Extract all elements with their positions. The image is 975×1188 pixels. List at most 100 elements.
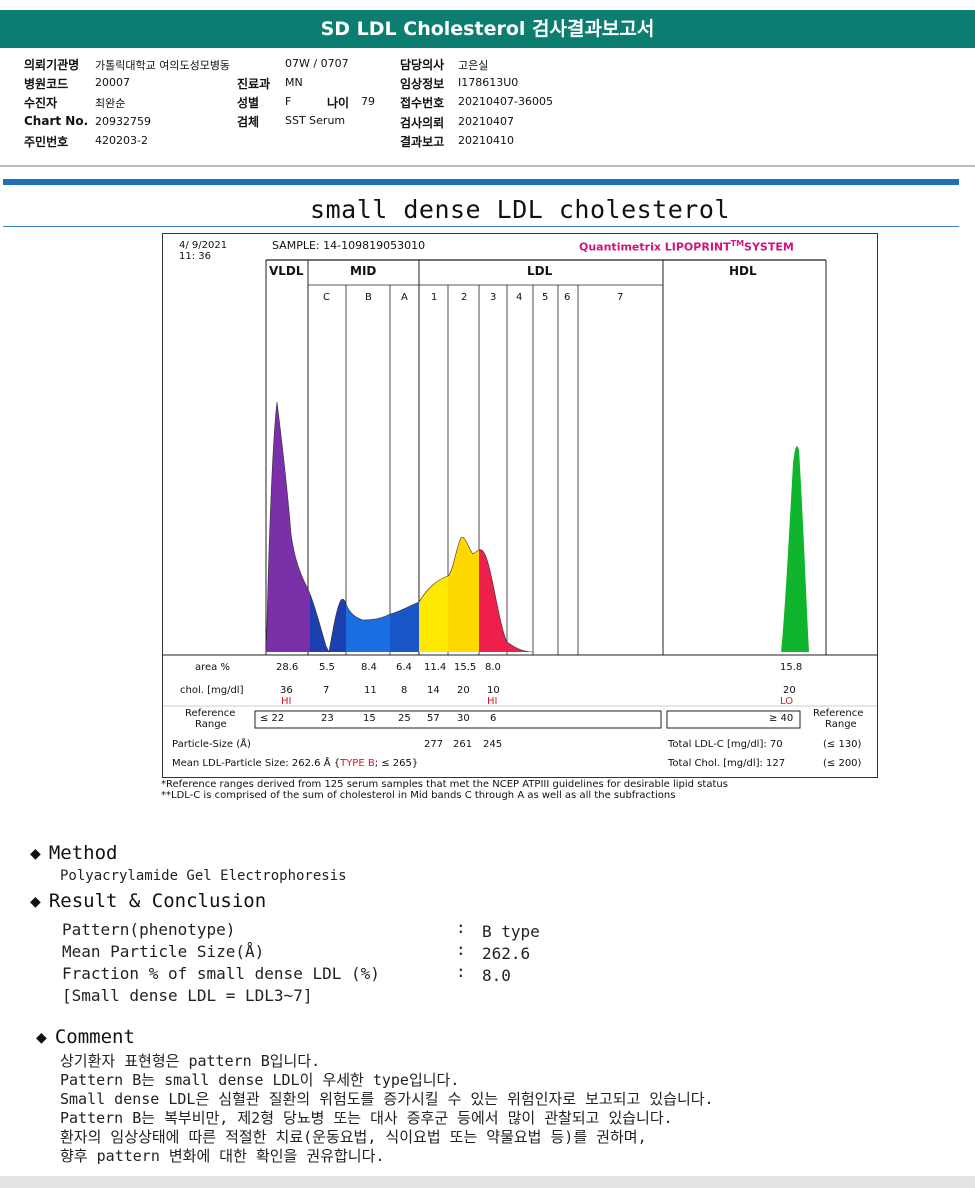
result-heading: ◆ Result & Conclusion: [30, 890, 267, 912]
result-label-fraction: Fraction % of small dense LDL (%): [62, 964, 380, 983]
result-date-value: 20210410: [458, 134, 514, 147]
id-label: 주민번호: [24, 135, 69, 149]
clinical-value: I178613U0: [458, 76, 519, 89]
band-b: B: [365, 292, 372, 303]
result-label-size: Mean Particle Size(Å): [62, 942, 265, 961]
diamond-icon: ◆: [36, 1027, 47, 1048]
band-c: C: [323, 292, 330, 303]
chol-label: chol. [mg/dl]: [180, 685, 244, 696]
total-ldl-ref: (≤ 130): [823, 739, 862, 750]
ref-value: 30: [457, 713, 470, 724]
chol-value: 8: [401, 685, 408, 696]
report-title: small dense LDL cholesterol: [310, 195, 730, 224]
mid-a-peak: [390, 602, 419, 652]
band-1: 1: [431, 292, 438, 303]
chart-value: 20932759: [95, 115, 151, 128]
brand-name: Quantimetrix LIPOPRINTTMSYSTEM: [579, 239, 794, 254]
band-5: 5: [542, 292, 549, 303]
mean-size: Mean LDL-Particle Size: 262.6 Å {TYPE B;…: [172, 758, 419, 769]
hospital-code-label: 병원코드: [24, 77, 69, 91]
chol-hdl-value: 20: [783, 685, 796, 696]
dept-label: 진료과: [237, 77, 271, 91]
report-header-title: SD LDL Cholesterol 검사결과보고서: [0, 10, 975, 48]
sex-value: F: [285, 95, 292, 108]
result-colon: :: [456, 940, 466, 959]
ref-hdl-value: ≥ 40: [769, 713, 794, 724]
org-value: 가톨릭대학교 여의도성모병동: [95, 59, 231, 72]
specimen-label: 검체: [237, 115, 260, 129]
ref-right-1: Reference: [813, 708, 864, 719]
group-ldl: LDL: [527, 264, 553, 278]
vldl-peak: [266, 402, 310, 652]
comment-line: Small dense LDL은 심혈관 질환의 위험도를 증가시킬 수 있는 …: [60, 1090, 714, 1108]
hospital-code-value: 20007: [95, 76, 130, 89]
sex-label: 성별: [237, 96, 260, 110]
area-value: 15.5: [454, 662, 477, 673]
dept-value: MN: [285, 76, 303, 89]
receipt-label: 접수번호: [400, 96, 445, 110]
ref-value: ≤ 22: [260, 713, 285, 724]
ldl3-peak: [479, 549, 507, 652]
ref-label-1: Reference: [185, 708, 236, 719]
chol-value: 10: [487, 685, 500, 696]
patient-label: 수진자: [24, 96, 58, 110]
area-value: 6.4: [396, 662, 412, 673]
ldl1-peak: [419, 576, 448, 652]
flag-lo-hdl: LO: [780, 696, 794, 707]
area-value: 5.5: [319, 662, 335, 673]
comment-heading: ◆ Comment: [36, 1026, 135, 1048]
area-value: 11.4: [424, 662, 447, 673]
area-value: 8.0: [485, 662, 501, 673]
result-footnote: [Small dense LDL = LDL3~7]: [62, 986, 313, 1005]
result-value-pattern: B type: [482, 922, 540, 941]
method-text: Polyacrylamide Gel Electrophoresis: [60, 868, 347, 884]
band-2: 2: [461, 292, 468, 303]
particle-value: 277: [424, 739, 444, 750]
ref-value: 25: [398, 713, 411, 724]
ldl2-peak: [448, 537, 479, 652]
ref-label-2: Range: [195, 719, 227, 730]
total-ldl-label: Total LDL-C [mg/dl]: 70: [668, 739, 783, 750]
bottom-strip: [0, 1176, 975, 1188]
ref-value: 6: [490, 713, 497, 724]
total-chol-ref: (≤ 200): [823, 758, 862, 769]
chol-value: 11: [364, 685, 377, 696]
request-value: 20210407: [458, 115, 514, 128]
patient-value: 최완순: [95, 97, 126, 110]
group-mid: MID: [350, 264, 377, 278]
result-colon: :: [456, 962, 466, 981]
total-chol-label: Total Chol. [mg/dl]: 127: [668, 758, 786, 769]
mid-c-peak-2: [329, 599, 346, 652]
request-label: 검사의뢰: [400, 116, 445, 130]
diamond-icon: ◆: [30, 843, 41, 864]
age-value: 79: [361, 95, 375, 108]
id-value: 420203-2: [95, 134, 148, 147]
area-value: 28.6: [276, 662, 299, 673]
lipoprint-report: 4/ 9/2021 11: 36 SAMPLE: 14-109819053010…: [162, 233, 878, 778]
ldl4-tail: [507, 642, 533, 652]
footnote-2: **LDL-C is comprised of the sum of chole…: [161, 790, 676, 801]
method-heading: ◆ Method: [30, 842, 118, 864]
doctor-label: 담당의사: [400, 58, 445, 72]
report-date: 4/ 9/2021: [179, 240, 228, 251]
report-time: 11: 36: [179, 251, 211, 262]
chol-value: 7: [323, 685, 330, 696]
band-6: 6: [564, 292, 571, 303]
result-date-label: 결과보고: [400, 135, 445, 149]
ward-value: 07W / 0707: [285, 57, 349, 70]
patient-info-panel: 의뢰기관명 가톨릭대학교 여의도성모병동 07W / 0707 담당의사 고은실…: [0, 52, 975, 167]
sample-id: SAMPLE: 14-109819053010: [272, 239, 426, 252]
particle-label: Particle-Size (Å): [172, 739, 251, 750]
area-label: area %: [195, 662, 230, 673]
footnote-1: *Reference ranges derived from 125 serum…: [161, 779, 728, 790]
ref-value: 15: [363, 713, 376, 724]
group-vldl: VLDL: [269, 264, 304, 278]
comment-line: 상기환자 표현형은 pattern B입니다.: [60, 1052, 321, 1070]
result-value-fraction: 8.0: [482, 966, 511, 985]
area-value: 8.4: [361, 662, 377, 673]
band-3: 3: [490, 292, 497, 303]
comment-line: 환자의 임상상태에 따른 적절한 치료(운동요법, 식이요법 또는 약물요법 등…: [60, 1128, 647, 1146]
divider-blue: [3, 179, 959, 185]
comment-line: Pattern B는 복부비만, 제2형 당뇨병 또는 대사 증후군 등에서 많…: [60, 1109, 673, 1127]
band-7: 7: [617, 292, 624, 303]
